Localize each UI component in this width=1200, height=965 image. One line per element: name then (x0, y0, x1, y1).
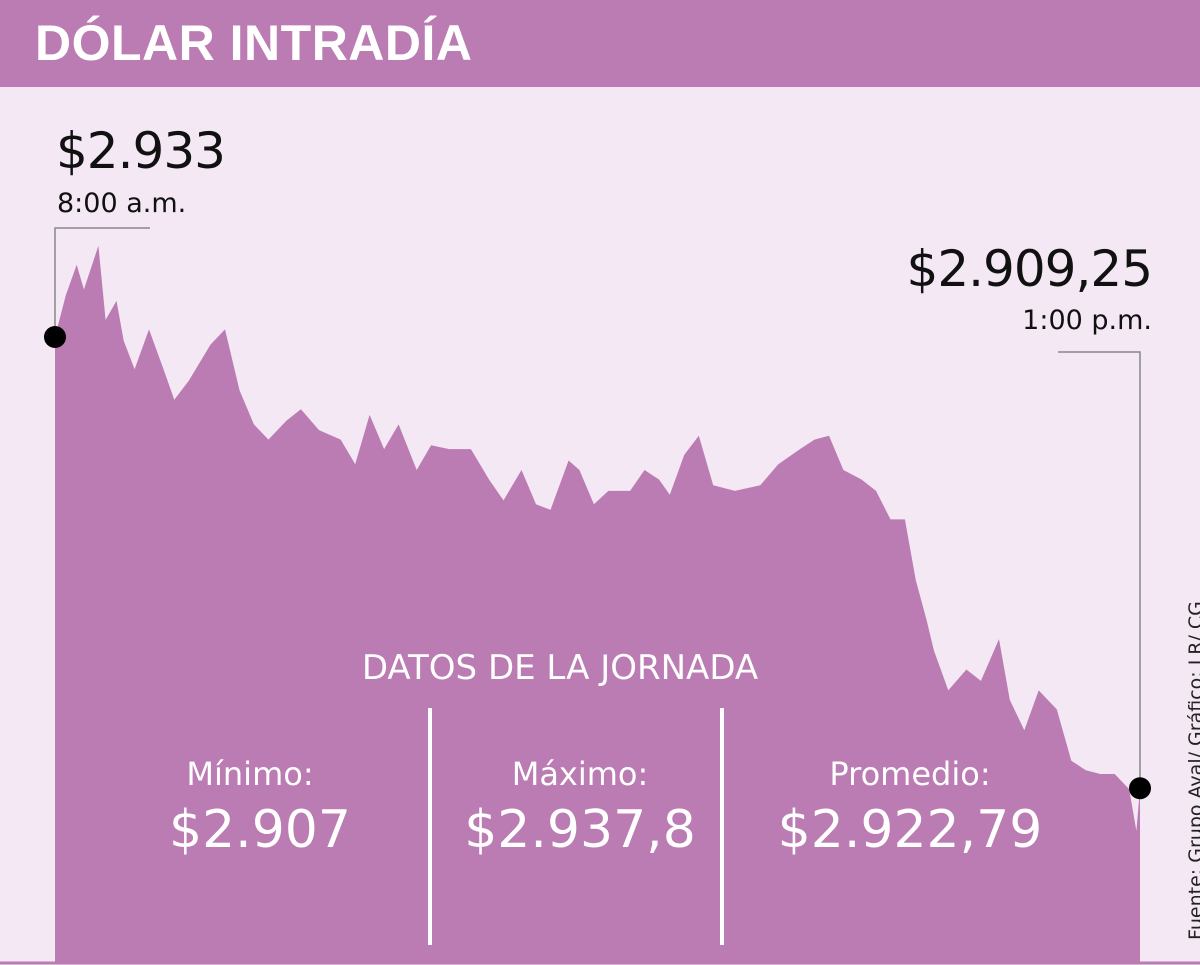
price-area (55, 245, 1140, 963)
close-callout-line (1058, 351, 1141, 785)
close-value: $2.909,25 (906, 240, 1153, 298)
open-callout-line (54, 227, 150, 337)
max-value: $2.937,8 (464, 800, 696, 860)
avg-label: Promedio: (829, 755, 991, 793)
min-label: Mínimo: (186, 755, 314, 793)
open-time: 8:00 a.m. (57, 188, 187, 219)
min-value: $2.907 (169, 800, 351, 860)
open-value: $2.933 (56, 122, 226, 180)
avg-value: $2.922,79 (777, 800, 1043, 860)
close-marker (1129, 777, 1151, 800)
stats-heading: DATOS DE LA JORNADA (361, 648, 759, 688)
header-bar: DÓLAR INTRADÍA (0, 0, 1200, 87)
source-credit: Fuente: Grupo Aval/ Gráfico: LR/ CG (1185, 601, 1200, 940)
close-time: 1:00 p.m. (1022, 305, 1152, 336)
open-marker (44, 326, 66, 348)
max-label: Máximo: (511, 755, 649, 793)
chart-title: DÓLAR INTRADÍA (35, 15, 473, 71)
